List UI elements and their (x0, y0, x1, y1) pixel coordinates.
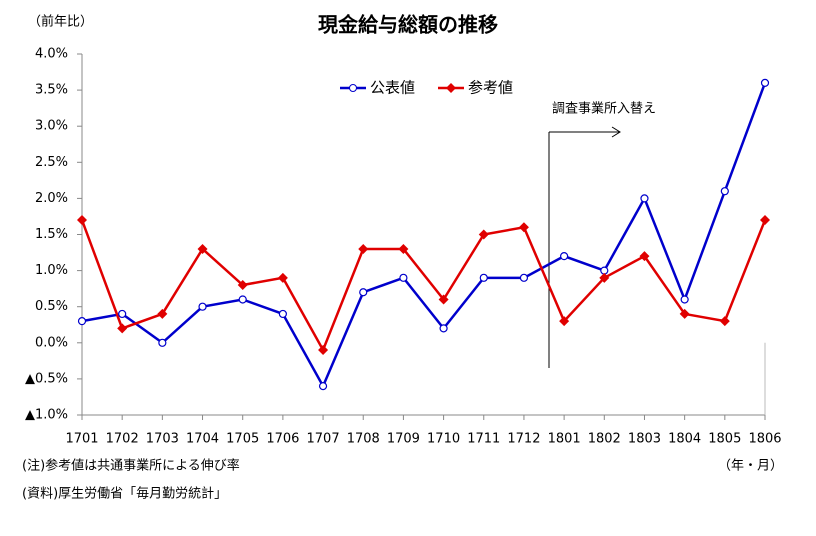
chart-title: 現金給与総額の推移 (318, 13, 498, 37)
y-tick-label: 4.0% (35, 47, 68, 62)
point (599, 272, 610, 283)
point (518, 222, 529, 233)
x-tick-label: 1705 (226, 432, 259, 447)
point (278, 309, 287, 319)
point (720, 187, 729, 196)
series-line (80, 219, 767, 353)
point (479, 273, 488, 282)
x-tick-label: 1804 (668, 432, 701, 447)
arrow-head (611, 126, 621, 138)
y-tick-label: 2.0% (35, 191, 68, 206)
x-tick-label: 1701 (65, 432, 98, 447)
annotation: 調査事業所入替え (552, 101, 656, 117)
note: (注)参考値は共通事業所による伸び率 (22, 458, 240, 474)
y-tick-label: ▲0.5% (25, 371, 68, 386)
point (318, 382, 328, 391)
point (640, 194, 649, 203)
series-line (81, 82, 767, 389)
x-axis-label: （年・月） (718, 459, 783, 474)
y-axis-label: （前年比） (28, 14, 93, 30)
x-tick-label: 1704 (186, 432, 219, 447)
legend-marker (446, 83, 456, 93)
point (559, 316, 570, 327)
point (719, 316, 730, 327)
point (117, 323, 128, 334)
point (118, 309, 127, 319)
y-tick-label: 2.5% (35, 155, 68, 170)
point (560, 252, 569, 261)
x-tick-label: 1706 (266, 432, 299, 447)
point (679, 308, 690, 319)
x-tick-label: 1709 (387, 432, 420, 447)
point (359, 288, 368, 297)
y-tick-label: 3.5% (35, 83, 68, 98)
point (439, 324, 448, 333)
legend-marker (349, 84, 357, 92)
y-tick-label: 1.0% (35, 263, 68, 278)
y-tick-label: 0.5% (35, 299, 68, 314)
point (438, 294, 449, 305)
legend-label: 公表値 (370, 79, 415, 97)
point (77, 215, 87, 226)
point (277, 272, 288, 283)
point (760, 215, 770, 226)
x-tick-label: 1708 (347, 432, 380, 447)
note: (資料)厚生労働省「毎月勤労統計」 (22, 486, 227, 502)
point (760, 78, 770, 87)
x-tick-label: 1702 (106, 432, 139, 447)
x-tick-label: 1802 (588, 432, 621, 447)
point (157, 308, 168, 319)
x-tick-label: 1806 (748, 432, 781, 447)
point (478, 229, 489, 240)
point (198, 302, 207, 311)
point (639, 251, 650, 262)
point (680, 295, 689, 304)
point (358, 243, 369, 254)
y-tick-label: ▲1.0% (25, 408, 68, 423)
x-tick-label: 1703 (146, 432, 179, 447)
x-tick-label: 1712 (507, 432, 540, 447)
point (197, 243, 208, 254)
x-tick-label: 1711 (467, 432, 500, 447)
x-tick-label: 1805 (708, 432, 741, 447)
point (158, 338, 167, 347)
legend-label: 参考値 (468, 79, 513, 97)
point (77, 317, 87, 326)
y-tick-label: 3.0% (35, 119, 68, 134)
point (237, 280, 248, 291)
x-tick-label: 1801 (548, 432, 581, 447)
x-tick-label: 1803 (628, 432, 661, 447)
point (318, 345, 329, 356)
x-tick-label: 1710 (427, 432, 460, 447)
point (238, 295, 247, 304)
y-tick-label: 0.0% (35, 335, 68, 350)
y-tick-label: 1.5% (35, 227, 68, 242)
point (398, 243, 409, 254)
x-tick-label: 1707 (307, 432, 340, 447)
point (399, 273, 408, 282)
point (519, 273, 529, 282)
